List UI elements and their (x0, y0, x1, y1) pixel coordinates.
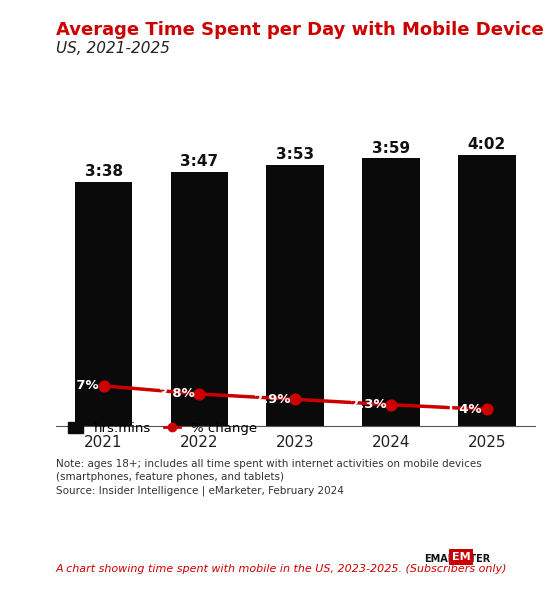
Bar (170, 172, 228, 426)
Point (482, 405, 491, 414)
Legend: hrs:mins, % change: hrs:mins, % change (62, 417, 262, 440)
Text: 2.3%: 2.3% (350, 398, 386, 411)
Point (387, 400, 395, 410)
Bar (458, 155, 516, 426)
Point (291, 395, 300, 404)
Text: 3:59: 3:59 (372, 141, 410, 156)
Text: A chart showing time spent with mobile in the US, 2023-2025. (Subscribers only): A chart showing time spent with mobile i… (56, 564, 507, 574)
Text: EMARKETER: EMARKETER (424, 554, 490, 564)
Text: US, 2021-2025: US, 2021-2025 (56, 41, 170, 56)
Text: 3:38: 3:38 (85, 164, 123, 179)
Text: Note: ages 18+; includes all time spent with internet activities on mobile devic: Note: ages 18+; includes all time spent … (56, 459, 481, 496)
Text: 2.9%: 2.9% (254, 393, 290, 406)
Bar (75, 182, 133, 426)
Text: 3.8%: 3.8% (158, 387, 194, 400)
Bar (362, 158, 420, 426)
Text: 3:47: 3:47 (180, 154, 218, 169)
Point (195, 389, 204, 398)
Text: EM: EM (452, 552, 471, 562)
Text: 6.7%: 6.7% (62, 379, 99, 392)
Text: Average Time Spent per Day with Mobile Device: Average Time Spent per Day with Mobile D… (56, 21, 544, 38)
Text: 1.4%: 1.4% (446, 403, 482, 416)
Text: 4:02: 4:02 (468, 137, 506, 152)
Bar (266, 165, 324, 426)
Point (99, 381, 108, 391)
Text: 3:53: 3:53 (276, 147, 314, 162)
